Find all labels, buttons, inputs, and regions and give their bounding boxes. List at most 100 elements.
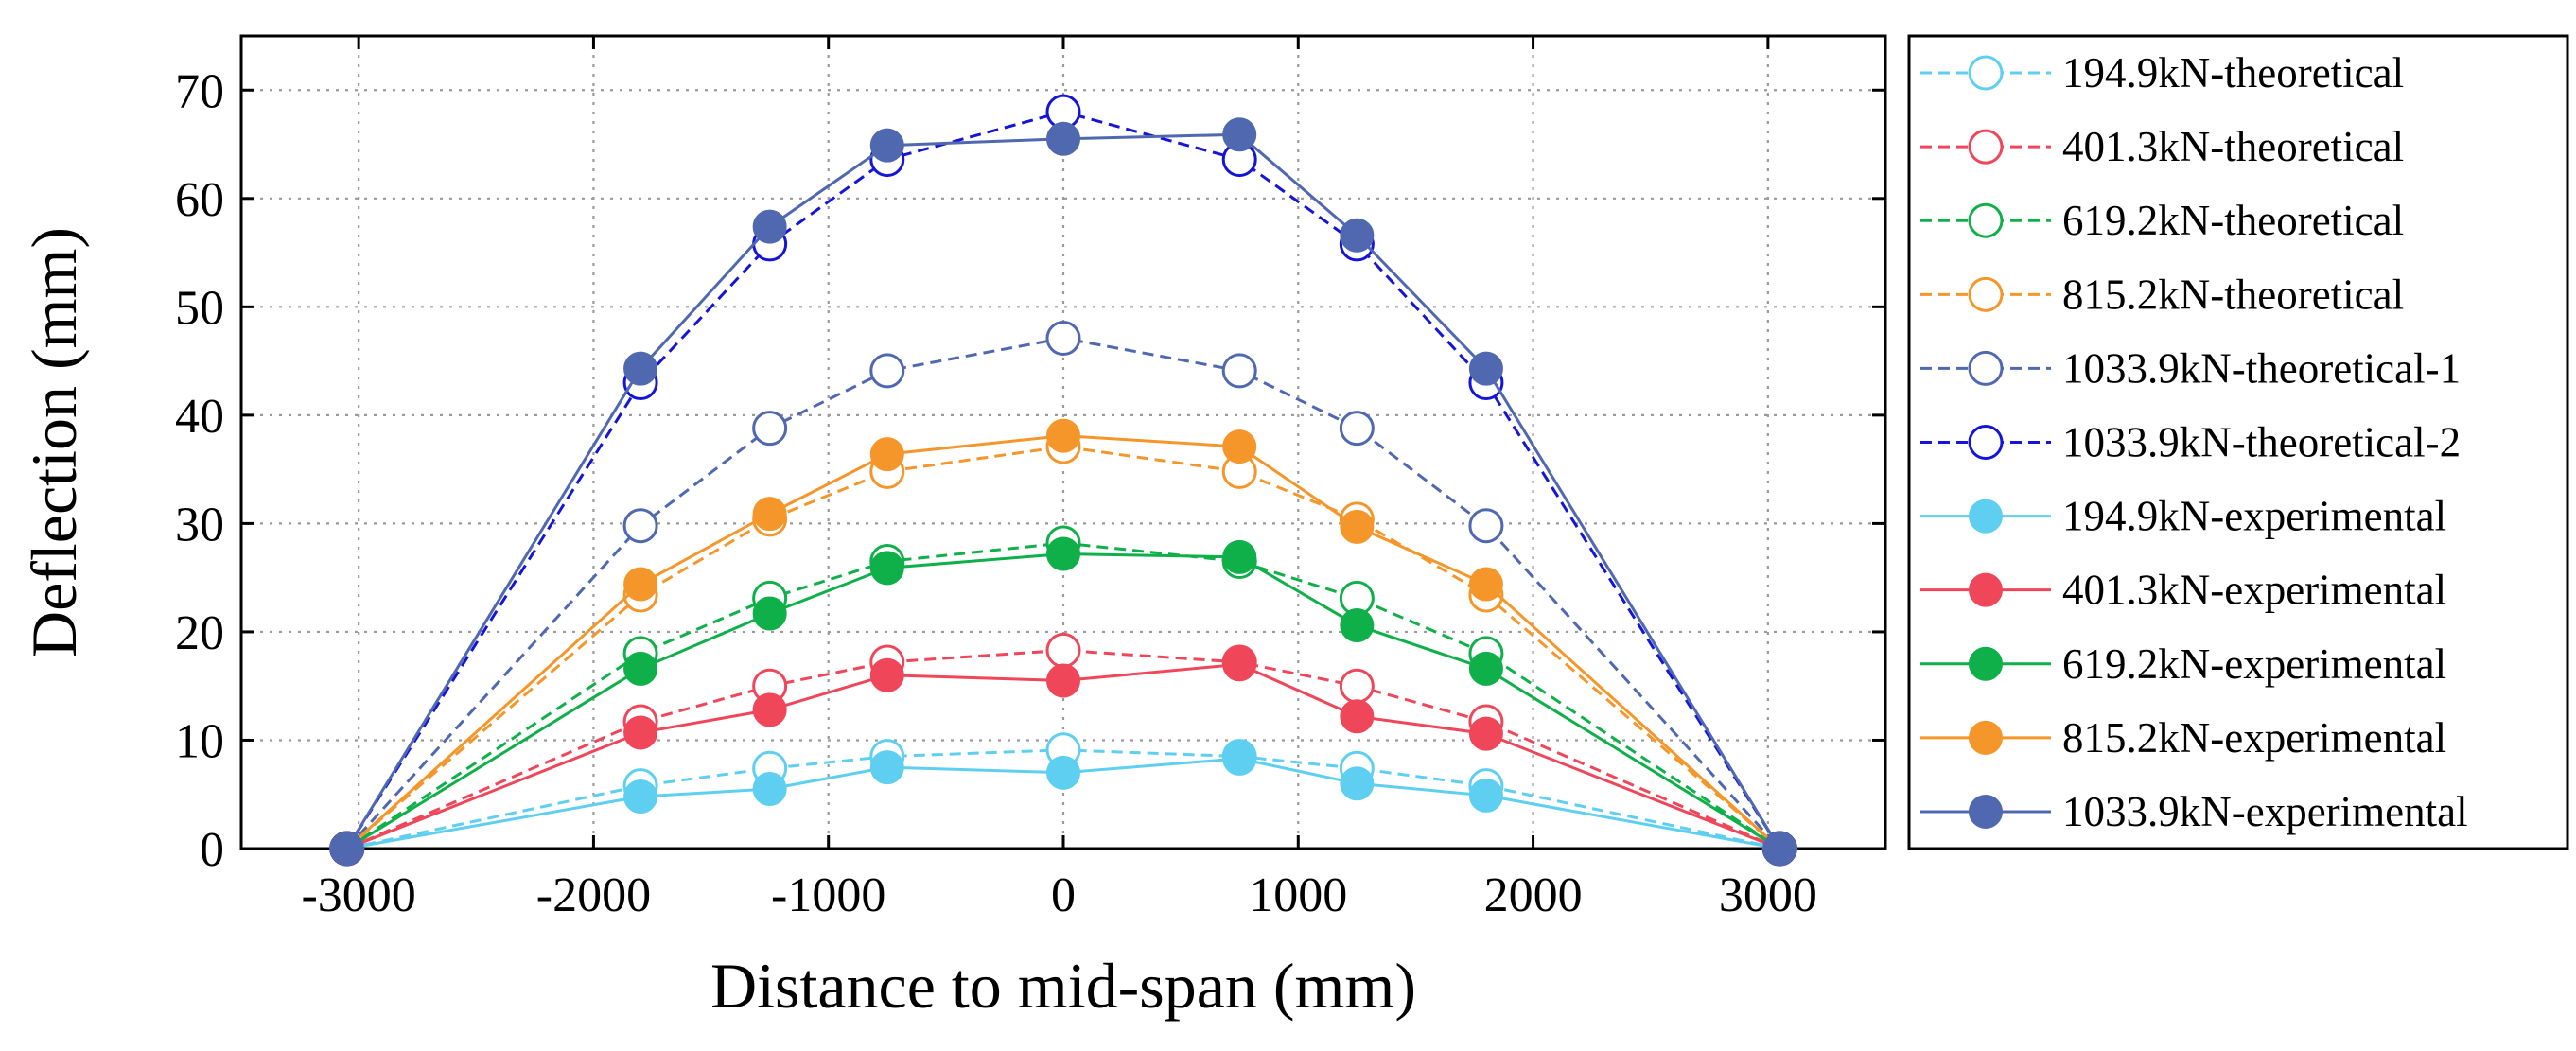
y-tick-label: 30 — [175, 498, 224, 552]
y-tick-label: 20 — [175, 606, 224, 660]
data-point — [752, 596, 787, 631]
y-tick-label: 10 — [175, 714, 224, 768]
data-point — [1468, 778, 1503, 813]
legend: 194.9kN-theoretical 401.3kN-theoretical 61… — [1907, 34, 2569, 850]
data-point — [329, 832, 364, 866]
data-point — [1221, 353, 1257, 389]
legend-marker-swatch — [1968, 129, 2004, 165]
legend-entry: 194.9kN-experimental — [1920, 493, 2446, 540]
legend-frame — [1907, 34, 2569, 850]
series-line — [346, 648, 1780, 850]
data-point — [869, 551, 904, 586]
data-point — [1046, 536, 1080, 571]
data-point — [622, 508, 658, 544]
data-point — [1468, 651, 1503, 686]
data-point — [1339, 668, 1375, 704]
data-point — [1340, 509, 1375, 544]
data-point — [1468, 351, 1503, 386]
legend-label: 401.3kN-experimental — [2062, 567, 2446, 614]
data-point — [752, 209, 787, 244]
data-point — [1046, 418, 1080, 453]
legend-marker-swatch — [1969, 499, 2003, 534]
legend-entry: 815.2kN-theoretical — [1920, 271, 2404, 318]
legend-label: 401.3kN-theoretical — [2062, 123, 2404, 170]
data-point — [1340, 218, 1375, 253]
data-series — [329, 94, 1797, 867]
data-point — [1046, 121, 1080, 156]
x-tick-label: 3000 — [1719, 868, 1817, 922]
x-tick-label: 1000 — [1249, 868, 1347, 922]
axis-ticks: -3000 -2000 -1000 0 1000 2000 3000 0 10 20 30 40 50 6… — [175, 36, 1885, 922]
data-point — [752, 772, 787, 807]
data-point — [1222, 117, 1257, 152]
legend-marker-swatch — [1968, 202, 2004, 238]
legend-label: 194.9kN-theoretical — [2062, 49, 2404, 96]
data-point — [1468, 716, 1503, 751]
data-point — [1222, 539, 1257, 574]
legend-entry: 401.3kN-experimental — [1920, 567, 2446, 614]
data-point — [1339, 411, 1375, 447]
data-point — [1046, 755, 1080, 790]
legend-label: 619.2kN-theoretical — [2062, 197, 2404, 244]
legend-marker-swatch — [1968, 350, 2004, 386]
x-tick-label: -1000 — [771, 868, 885, 922]
x-tick-label: 2000 — [1484, 868, 1583, 922]
data-point — [869, 128, 904, 163]
data-point — [623, 351, 658, 386]
legend-entry: 1033.9kN-experimental — [1920, 788, 2468, 835]
y-tick-label: 40 — [175, 390, 224, 444]
x-tick-label: -3000 — [301, 868, 415, 922]
legend-label: 1033.9kN-theoretical-1 — [2062, 344, 2461, 392]
data-point — [1340, 699, 1375, 734]
y-tick-label: 60 — [175, 173, 224, 227]
legend-label: 194.9kN-experimental — [2062, 493, 2446, 540]
legend-entry: 815.2kN-experimental — [1920, 714, 2446, 762]
legend-marker-swatch — [1969, 572, 2003, 607]
legend-label: 815.2kN-experimental — [2062, 714, 2446, 762]
data-point — [1340, 766, 1375, 801]
data-point — [1046, 663, 1080, 698]
legend-entry: 619.2kN-theoretical — [1920, 197, 2404, 244]
legend-entry: 1033.9kN-theoretical-2 — [1920, 419, 2461, 466]
data-point — [1468, 567, 1503, 602]
data-point — [623, 567, 658, 602]
legend-label: 1033.9kN-experimental — [2062, 788, 2468, 835]
x-axis-title: Distance to mid-span (mm) — [710, 950, 1416, 1022]
legend-marker-swatch — [1969, 794, 2003, 829]
legend-marker-swatch — [1969, 720, 2003, 755]
data-point — [869, 353, 905, 389]
legend-marker-swatch — [1968, 425, 2004, 460]
data-point — [623, 651, 658, 686]
data-point — [752, 411, 788, 447]
data-point — [1222, 429, 1257, 464]
data-point — [752, 497, 787, 532]
data-point — [1468, 508, 1504, 544]
data-point — [869, 657, 904, 692]
legend-entry: 619.2kN-experimental — [1920, 640, 2446, 688]
data-point — [1045, 632, 1081, 668]
legend-label: 815.2kN-theoretical — [2062, 271, 2404, 318]
data-point — [1340, 608, 1375, 643]
data-point — [869, 750, 904, 785]
legend-entry: 194.9kN-theoretical — [1920, 49, 2404, 96]
data-point — [752, 692, 787, 727]
data-point — [1762, 832, 1797, 866]
data-point — [623, 779, 658, 815]
legend-marker-swatch — [1969, 646, 2003, 681]
legend-entry: 1033.9kN-theoretical-1 — [1920, 344, 2461, 392]
data-point — [1222, 741, 1257, 776]
y-axis-title: Deflection (mm) — [18, 227, 90, 657]
y-tick-label: 70 — [175, 64, 224, 118]
x-tick-label: -2000 — [536, 868, 651, 922]
data-point — [1045, 321, 1081, 357]
series-line — [345, 445, 1781, 850]
data-point — [869, 437, 904, 472]
x-tick-label: 0 — [1051, 868, 1076, 922]
legend-label: 619.2kN-experimental — [2062, 640, 2446, 688]
legend-marker-swatch — [1968, 55, 2004, 91]
legend-label: 1033.9kN-theoretical-2 — [2062, 419, 2461, 466]
y-tick-label: 0 — [200, 823, 224, 877]
series-1033.9kN-experimental — [329, 117, 1797, 866]
data-point — [623, 715, 658, 750]
